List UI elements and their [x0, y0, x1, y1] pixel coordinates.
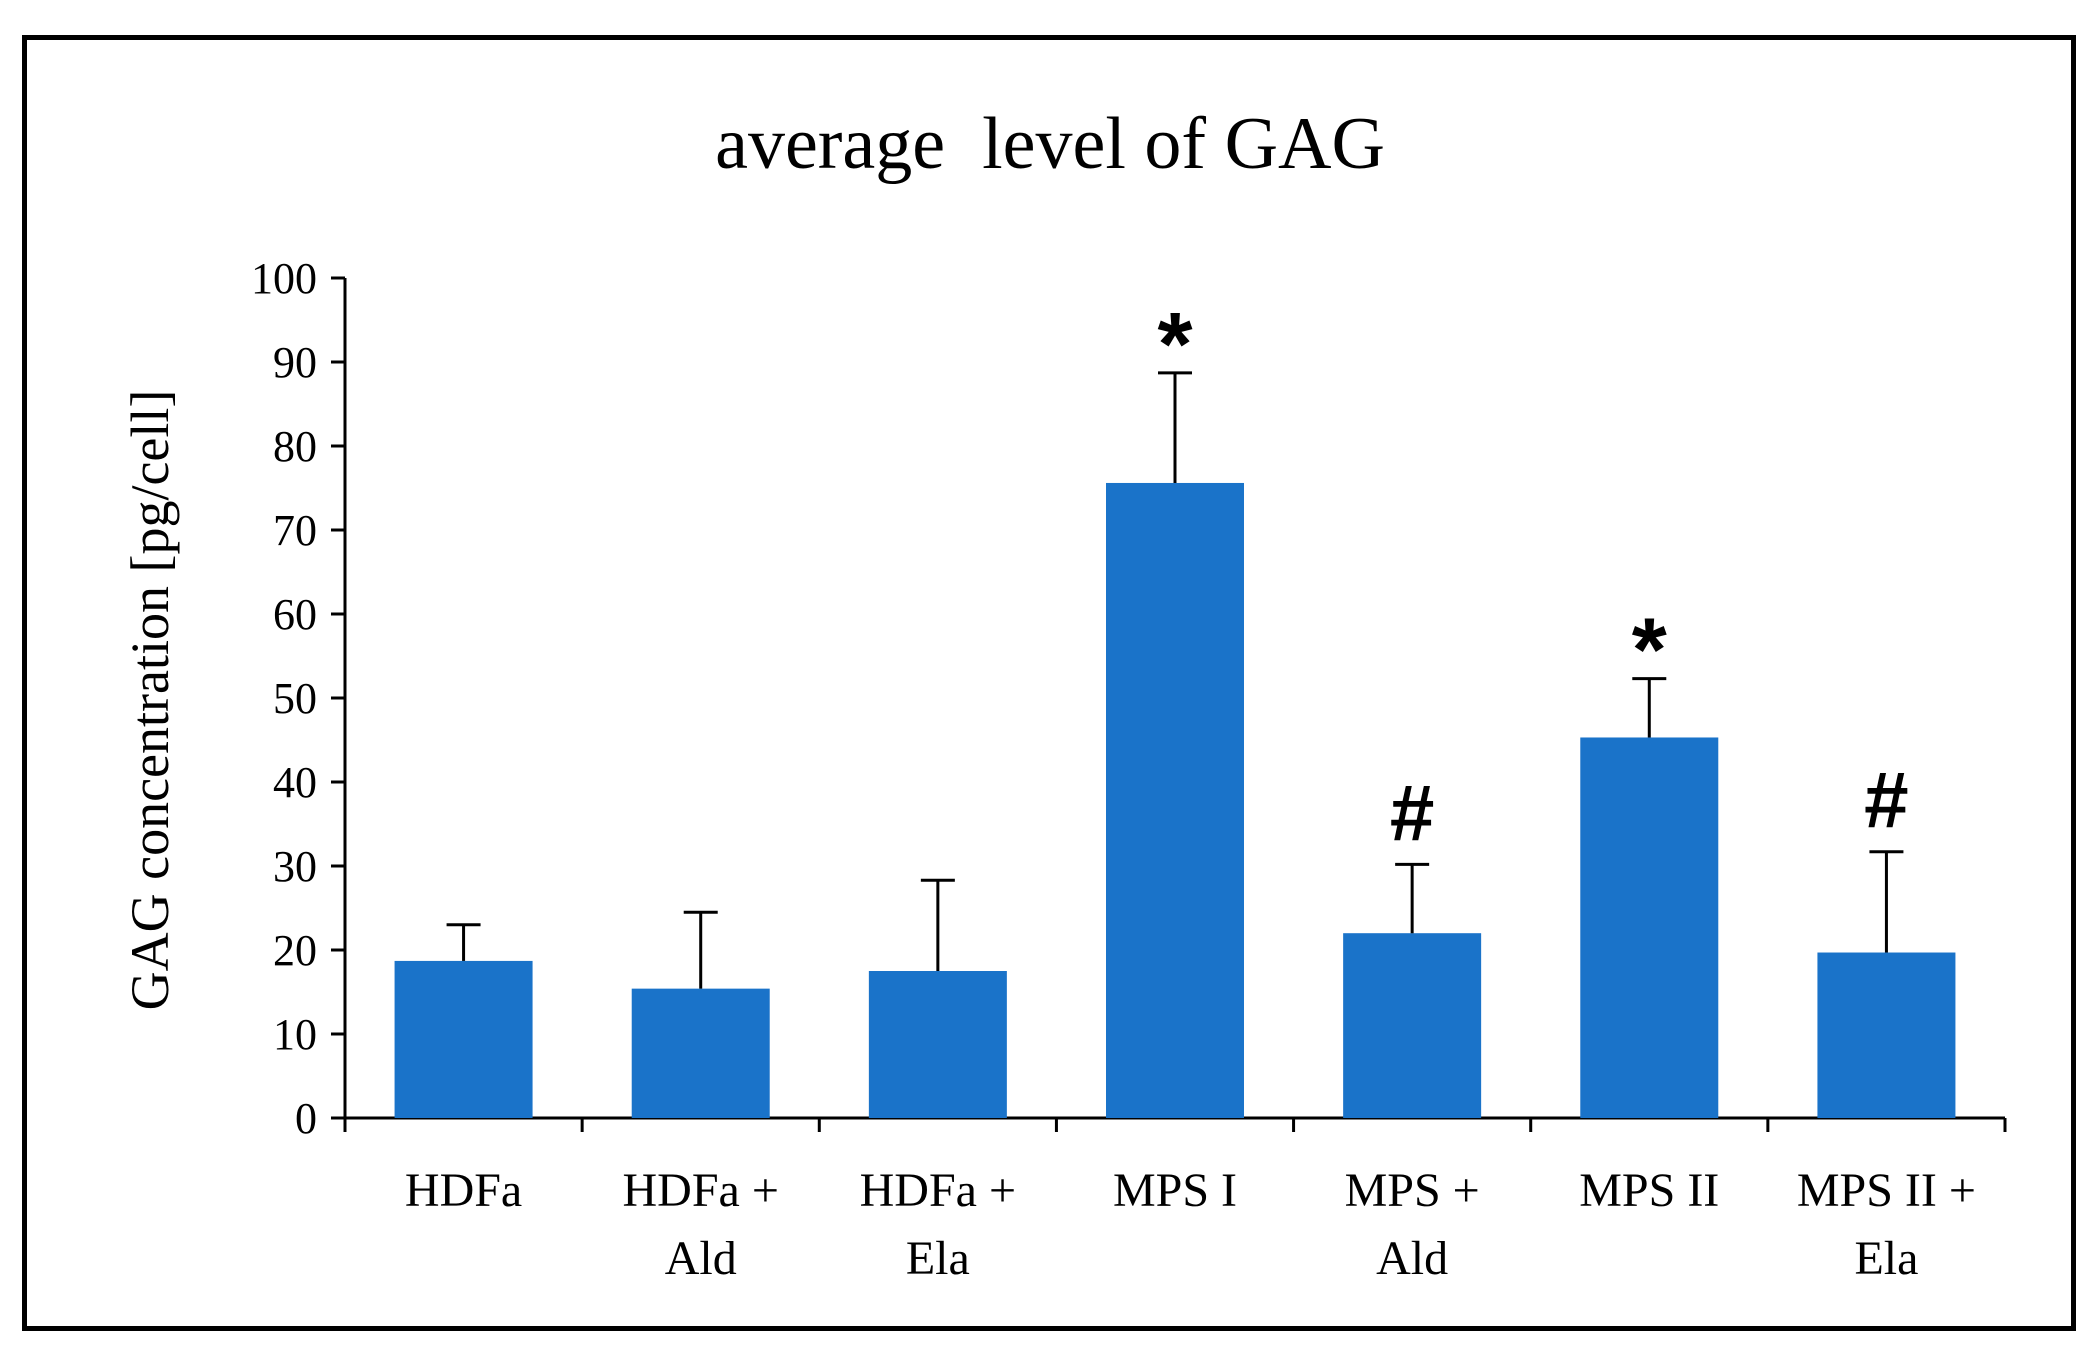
y-tick-label: 100: [251, 254, 317, 303]
significance-hash: #: [1864, 756, 1909, 845]
bar: [868, 971, 1007, 1118]
y-tick-label: 70: [273, 506, 317, 555]
chart-frame: [22, 35, 2076, 1331]
bar: [394, 960, 533, 1118]
y-tick-label: 20: [273, 926, 317, 975]
bar: [1106, 482, 1244, 1119]
x-tick-label: MPS II + Ela: [1797, 1164, 1976, 1285]
x-tick-label: MPS II: [1579, 1164, 1719, 1217]
error-bars: [446, 371, 1904, 989]
y-tick-label: 0: [295, 1094, 317, 1143]
y-tick-label: 10: [273, 1010, 317, 1059]
x-tick-label: HDFa + Ald: [623, 1164, 779, 1285]
y-tick-label: 40: [273, 758, 317, 807]
y-tick-labels: 0 10 20 30 40 50 60 70 80 90 100: [251, 254, 317, 1143]
x-tick-label: HDFa: [405, 1164, 522, 1217]
y-tick-label: 30: [273, 842, 317, 891]
bar: [1817, 952, 1956, 1118]
bar: [1343, 933, 1482, 1118]
bar: [1580, 737, 1719, 1118]
bars: [394, 482, 1956, 1119]
y-tick-label: 60: [273, 590, 317, 639]
x-tick-label: HDFa + Ela: [860, 1164, 1016, 1285]
y-tick-label: 50: [273, 674, 317, 723]
significance-star: *: [1632, 601, 1667, 701]
x-tick-label: MPS + Ald: [1345, 1164, 1480, 1285]
chart-title: average level of GAG: [715, 103, 1385, 185]
significance-hash: #: [1390, 768, 1435, 857]
annotations: * # * #: [1157, 295, 1908, 857]
y-tick-label: 90: [273, 338, 317, 387]
x-tick-labels: HDFa HDFa + Ald HDFa + Ela MPS I MPS + Ald MPS I…: [405, 1164, 1976, 1285]
significance-star: *: [1157, 295, 1192, 395]
y-axis-label: GAG concentration [pg/cell]: [120, 390, 180, 1011]
x-tick-label: MPS I: [1113, 1164, 1237, 1217]
y-tick-label: 80: [273, 422, 317, 471]
bar: [631, 988, 770, 1118]
